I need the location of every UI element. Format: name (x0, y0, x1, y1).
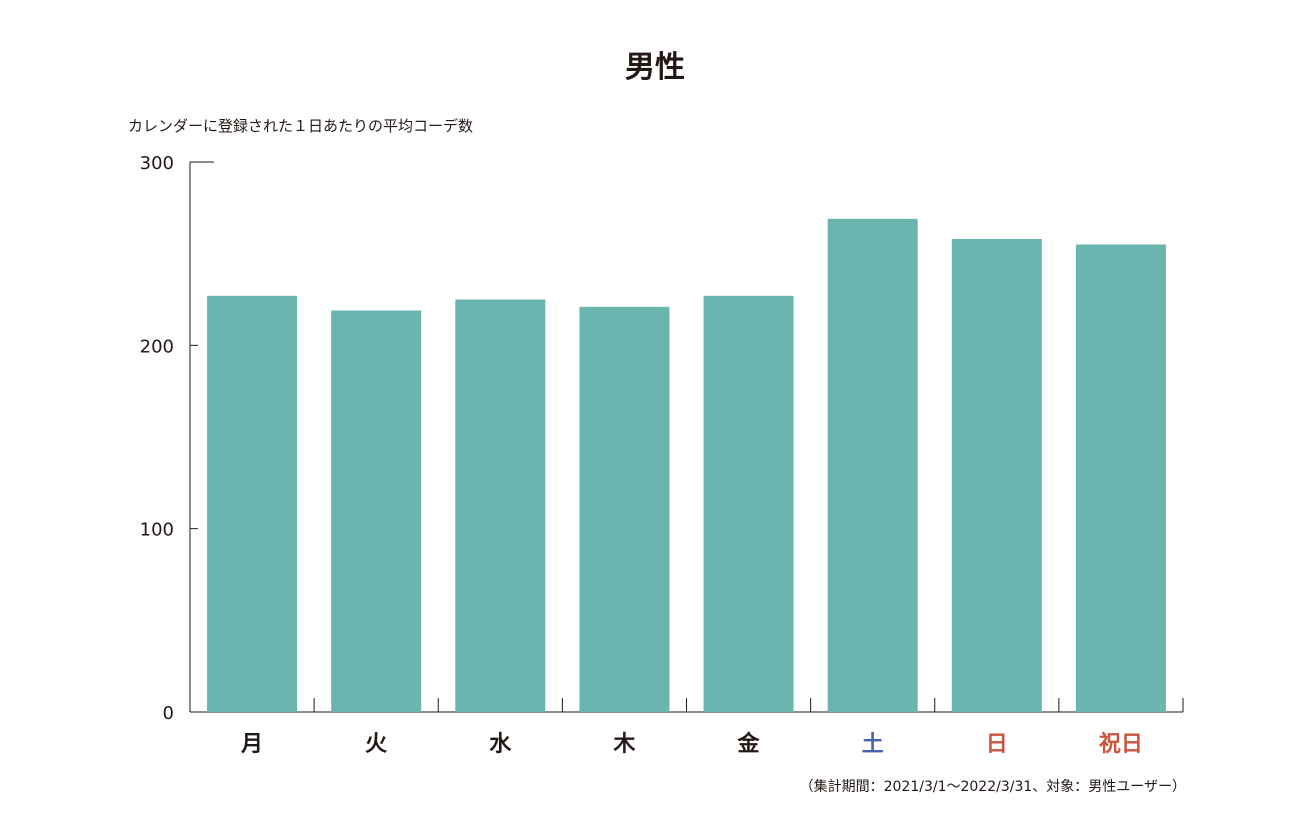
bar (1075, 244, 1166, 712)
x-tick-label: 日 (986, 732, 1008, 757)
x-tick-label: 月 (240, 732, 263, 757)
bar (951, 239, 1042, 712)
x-tick-label: 木 (612, 732, 636, 757)
y-ticks: 0 100 200 300 (140, 153, 214, 724)
y-axis-label: カレンダーに登録された１日あたりの平均コーデ数 (128, 117, 473, 135)
x-tick-label: 祝日 (1099, 732, 1143, 757)
y-tick-label: 300 (140, 153, 174, 174)
bar (703, 295, 794, 712)
y-tick-label: 100 (140, 520, 174, 541)
x-tick-label: 火 (365, 732, 387, 757)
bar (331, 310, 422, 712)
y-tick-label: 0 (163, 703, 174, 724)
bar (455, 299, 546, 712)
bar (579, 306, 670, 712)
x-ticks: 月 火 水 木 金 土 日 祝日 (240, 698, 1184, 757)
bar (207, 295, 298, 712)
x-tick-label: 金 (737, 731, 761, 757)
y-tick-label: 200 (140, 336, 174, 357)
bars (207, 218, 1166, 713)
bar (827, 218, 918, 713)
footnote: （集計期間：2021/3/1〜2022/3/31、対象：男性ユーザー） (800, 778, 1186, 795)
x-tick-label: 水 (489, 732, 512, 757)
chart-title: 男性 (625, 50, 685, 85)
x-tick-label: 土 (862, 732, 884, 757)
